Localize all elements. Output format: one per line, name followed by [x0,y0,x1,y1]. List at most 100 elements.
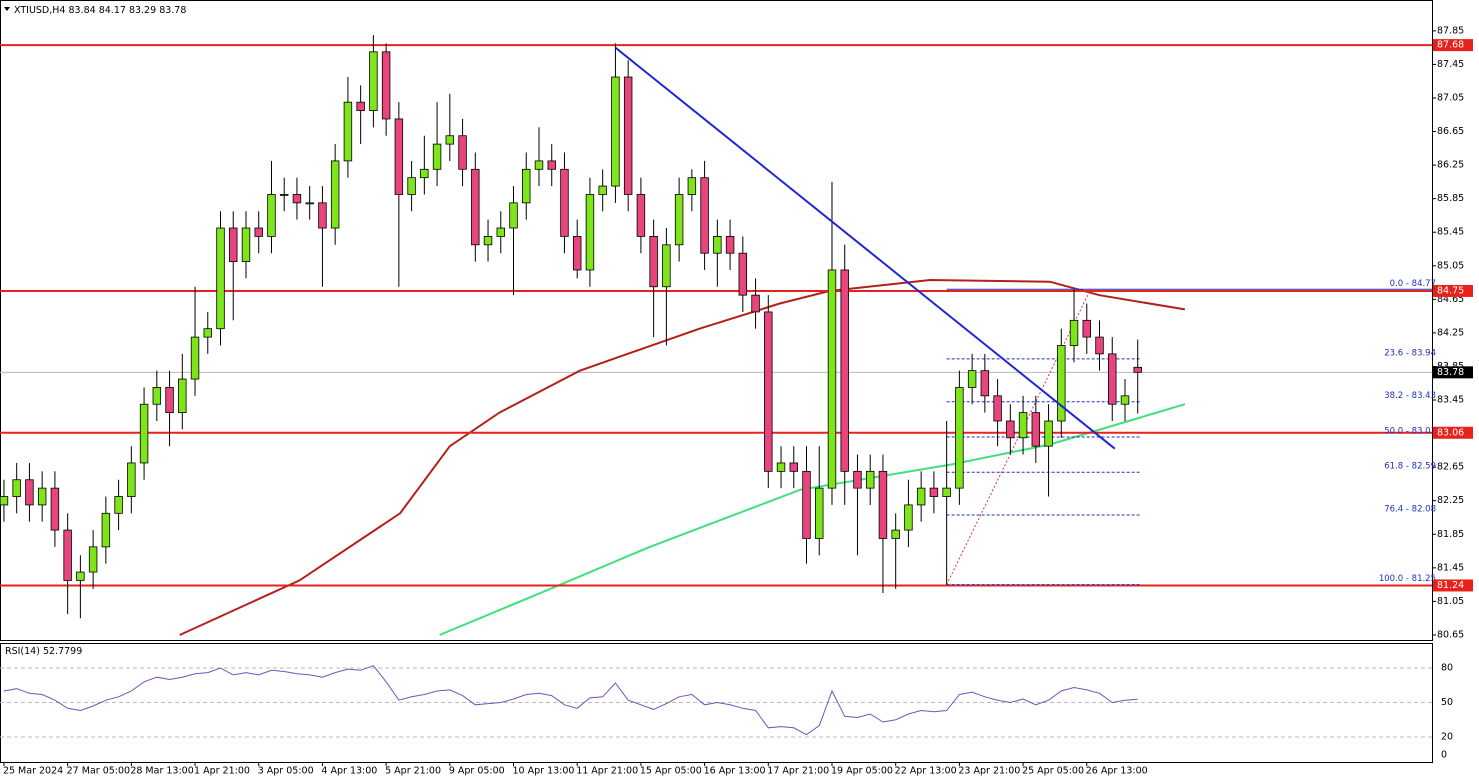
rsi-header: RSI(14) 52.7799 [5,646,82,657]
candle-body [420,168,429,179]
candle-body [241,227,251,262]
rsi-tick-label: 20 [1441,732,1453,743]
candle-body [636,194,646,237]
x-tick-label: 15 Apr 05:00 [640,766,702,777]
candle-body [254,227,263,237]
price-panel [0,0,1433,641]
candle-body [127,462,136,497]
candle-body [509,202,518,229]
fib-label: 100.0 - 81.25 [1379,574,1436,584]
candle-body [585,194,595,271]
x-tick-label: 25 Apr 05:00 [1022,766,1084,777]
candle-body [713,236,722,254]
candle-body [445,135,455,145]
candle-body [178,378,187,414]
candle-body [916,487,926,506]
candle-body [853,470,862,489]
x-tick-label: 9 Apr 05:00 [449,766,505,777]
x-tick-label: 5 Apr 21:00 [385,766,441,777]
y-tick-label: 84.25 [1437,327,1464,338]
level-price-box [1433,39,1473,52]
symbol: XTIUSD,H4 [14,5,65,16]
candle-body [1006,420,1015,439]
x-tick-label: 17 Apr 21:00 [767,766,829,777]
candle-body [1133,366,1142,373]
header-icon [4,7,10,11]
candle-body [700,177,709,254]
candle-body [0,496,9,506]
candle-body [139,403,149,464]
trendline [614,46,1116,450]
rsi-tick-label: 0 [1441,750,1447,761]
candle-body [560,168,569,237]
candle-body [776,462,786,472]
x-tick-label: 28 Mar 13:00 [130,766,193,777]
candle-body [25,479,34,506]
y-tick-label: 82.25 [1437,495,1464,506]
fib-label: 50.0 - 83.01 [1384,426,1436,436]
close-value: 83.78 [159,5,186,16]
x-tick-label: 27 Mar 05:00 [67,766,130,777]
candle-body [216,227,225,330]
rsi-tick-label: 80 [1441,663,1453,674]
rsi-tick-label: 50 [1441,697,1453,708]
candle-body [815,487,824,539]
y-tick-label: 81.45 [1437,562,1464,573]
x-tick-label: 26 Apr 13:00 [1086,766,1148,777]
level-price-label: 87.68 [1437,40,1464,51]
candle-body [942,487,951,497]
candle-body [165,387,174,414]
candle-body [471,168,480,246]
rsi-title: RSI(14) [5,646,40,657]
candle-body [738,252,748,296]
fib-label: 0.0 - 84.77 [1390,279,1436,289]
candle-body [229,227,238,262]
candle-body [152,387,162,405]
candle-body [394,118,404,195]
candle-body [50,487,60,531]
low-value: 83.29 [129,5,156,16]
candle-body [458,135,467,170]
candle-body [1018,412,1028,439]
candle-body [687,177,697,195]
plot-layer: 87.85 87.45 87.05 86.65 86.25 85.85 85.45 85.05… [0,25,1473,777]
x-tick-label: 23 Apr 21:00 [958,766,1020,777]
candle-body [980,370,990,397]
high-value: 84.17 [99,5,126,16]
candle-body [279,194,289,196]
x-tick-label: 4 Apr 13:00 [321,766,377,777]
y-tick-label: 86.65 [1437,126,1464,137]
candle-body [37,487,47,506]
candle-body [878,470,888,539]
y-tick-label: 81.85 [1437,529,1464,540]
candle-body [1057,345,1066,422]
fib-label: 61.8 - 82.59 [1384,462,1436,472]
candle-body [751,294,760,313]
candle-body [432,143,442,170]
candle-body [407,177,416,195]
candle-body [993,395,1002,422]
open-value: 83.84 [68,5,95,16]
x-tick-label: 25 Mar 2024 [3,766,63,777]
candle-body [203,328,212,338]
level-price-box [1433,426,1473,439]
candle-body [292,194,302,204]
candle-body [496,227,505,237]
y-tick-label: 85.05 [1437,260,1464,271]
current-price-box [1433,366,1473,379]
candle-body [1031,412,1041,447]
candle-body [1069,319,1079,346]
candle-body [662,244,671,288]
x-tick-label: 3 Apr 05:00 [258,766,314,777]
y-tick-label: 84.65 [1437,294,1464,305]
candle-body [381,51,391,120]
candle-body [572,236,582,271]
candle-body [76,571,85,581]
candle-body [649,236,658,288]
candle-body [623,76,633,195]
candle-body [101,512,111,548]
candle-body [598,185,607,195]
level-price-box [1433,284,1473,297]
y-tick-label: 82.65 [1437,462,1464,473]
